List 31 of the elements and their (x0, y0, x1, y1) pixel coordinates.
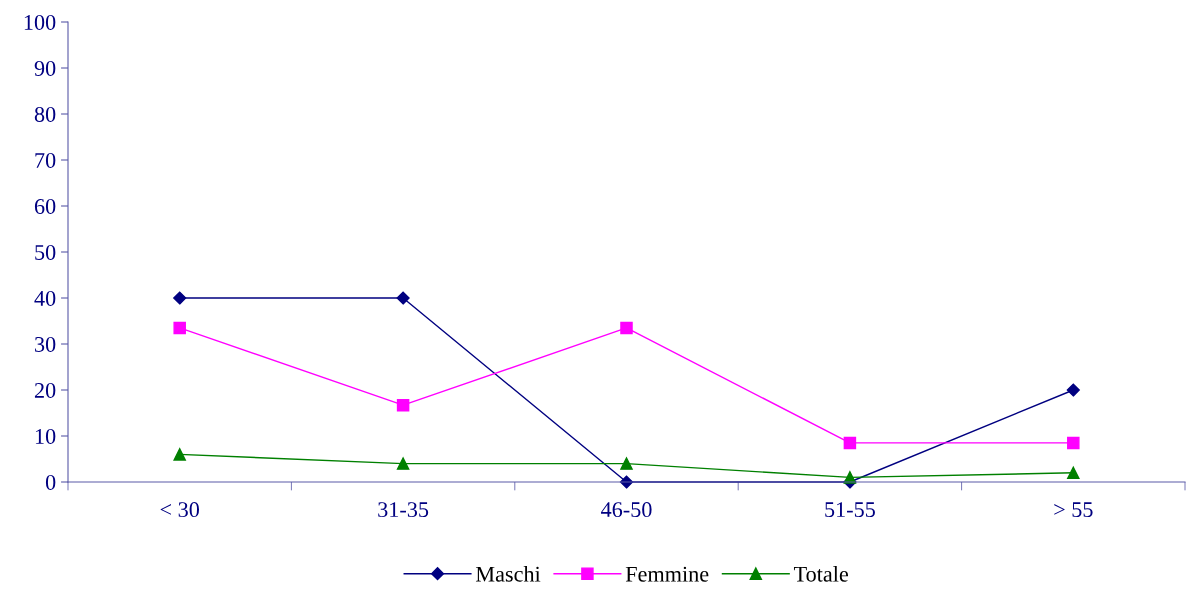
x-tick-label: < 30 (160, 502, 200, 518)
point (620, 457, 633, 470)
point (173, 321, 186, 335)
y-tick-label: 50 (35, 244, 56, 260)
y-tick-label: 0 (45, 474, 56, 490)
point (173, 291, 187, 305)
point (173, 448, 186, 461)
y-tick-label: 20 (34, 382, 56, 398)
y-tick-label: 40 (34, 290, 56, 306)
y-tick-label: 70 (35, 152, 56, 168)
point (396, 398, 410, 412)
point (620, 321, 633, 335)
y-tick-label: 30 (35, 336, 56, 352)
legend-label: Totale (793, 566, 849, 582)
point (1066, 383, 1080, 397)
x-tick-label: 31-35 (378, 502, 429, 518)
x-tick-label: 46-50 (601, 502, 652, 518)
x-tick-label: > 55 (1054, 502, 1093, 518)
point (1067, 436, 1080, 450)
x-tick-label: 51-55 (825, 502, 875, 518)
y-tick-label: 90 (34, 60, 56, 76)
point (1067, 466, 1080, 480)
point (396, 457, 410, 470)
y-tick-label: 10 (35, 428, 56, 444)
point (843, 436, 857, 450)
y-tick-label: 60 (34, 198, 56, 214)
y-tick-label: 100 (24, 14, 56, 30)
legend-label: Femmine (625, 566, 709, 582)
point (396, 291, 410, 305)
legend-label: Maschi (475, 566, 541, 582)
y-tick-label: 80 (34, 106, 56, 122)
